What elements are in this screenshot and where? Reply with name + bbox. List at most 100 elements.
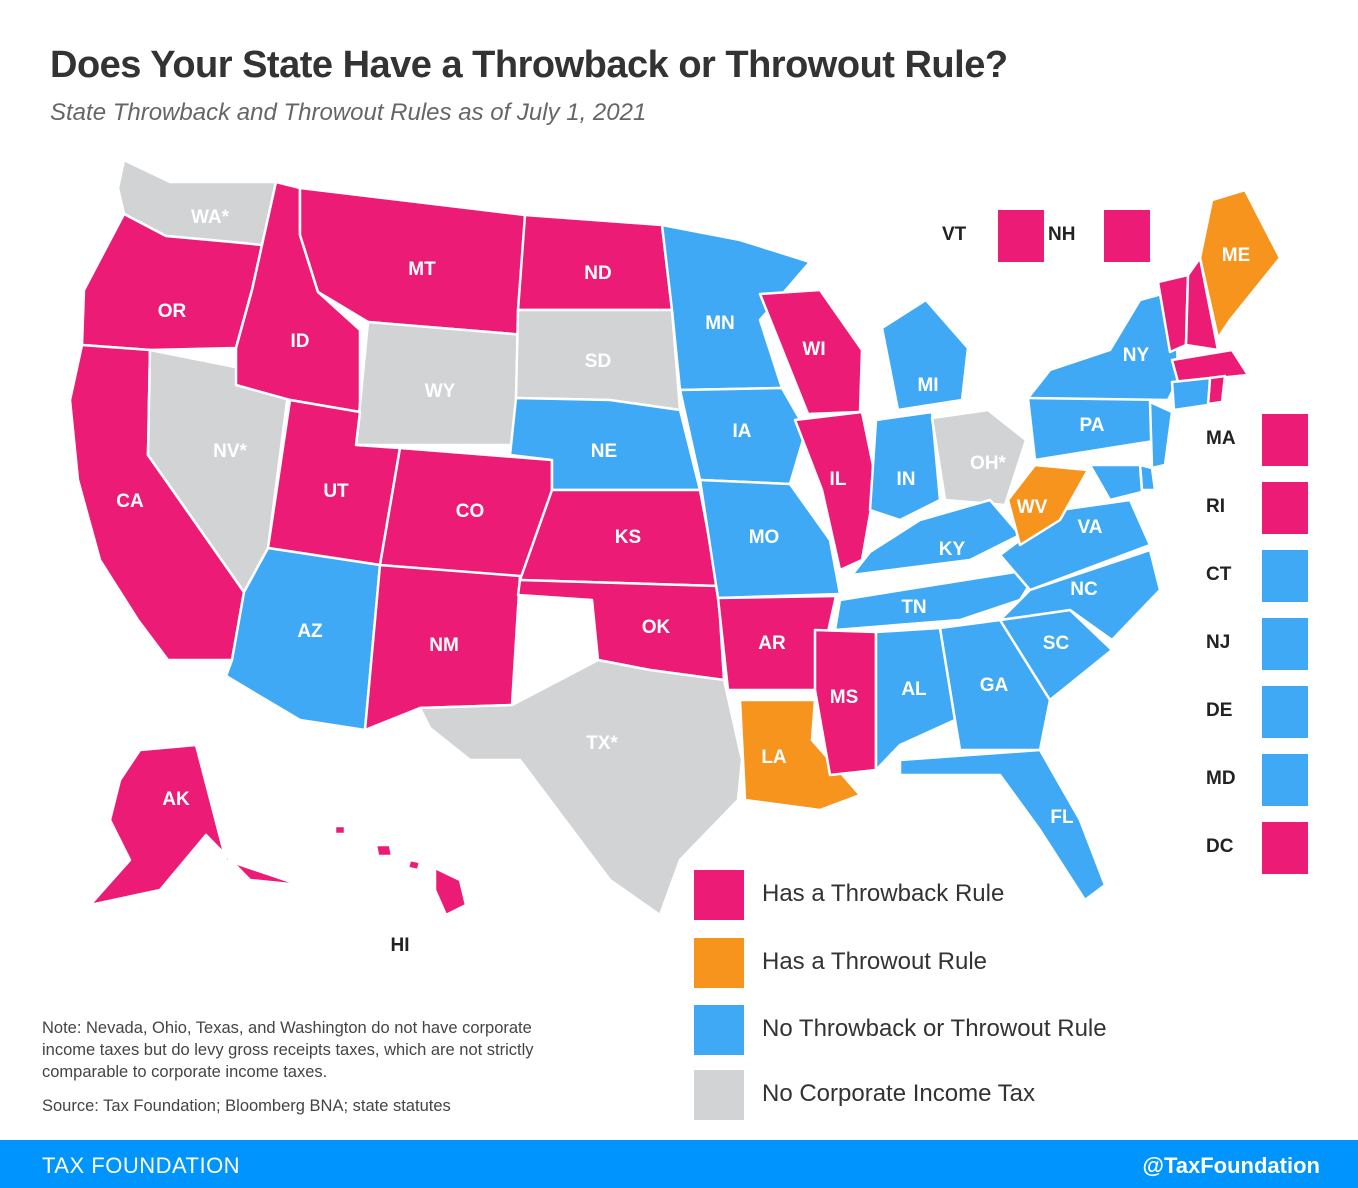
state-label-az: AZ: [297, 621, 323, 642]
callout-swatch-nh: [1104, 210, 1150, 262]
state-la: [738, 698, 862, 812]
state-label-ia: IA: [733, 421, 752, 442]
state-ma: [1170, 348, 1250, 384]
state-me: [1198, 188, 1282, 340]
state-wi: [758, 288, 864, 416]
state-label-tx: TX*: [586, 733, 618, 754]
callout-swatch-vt: [998, 210, 1044, 262]
state-hi: [333, 824, 468, 917]
callout-swatch-ct: [1262, 550, 1308, 602]
state-nh: [1184, 256, 1220, 352]
callout-swatch-ma: [1262, 414, 1308, 466]
state-il: [793, 410, 878, 572]
callout-label-de: DE: [1206, 700, 1233, 721]
state-label-oh: OH*: [970, 453, 1007, 474]
state-label-tn: TN: [901, 597, 926, 618]
legend-label: Has a Throwout Rule: [762, 948, 987, 975]
state-mi: [880, 298, 970, 412]
state-oh: [930, 408, 1028, 507]
state-label-wv: WV: [1017, 497, 1048, 518]
legend-swatch: [694, 1005, 744, 1055]
state-wv: [1006, 463, 1090, 547]
state-mo: [698, 478, 842, 600]
legend-swatch: [694, 1070, 744, 1120]
state-label-ca: CA: [116, 491, 144, 512]
state-in: [868, 410, 942, 522]
state-label-wa: WA*: [191, 207, 230, 228]
callout-label-ma: MA: [1206, 428, 1236, 449]
state-label-ky: KY: [939, 539, 966, 560]
state-label-mt: MT: [408, 259, 436, 280]
state-label-co: CO: [456, 501, 485, 522]
legend-swatch: [694, 938, 744, 988]
state-label-sc: SC: [1043, 633, 1070, 654]
state-label-al: AL: [901, 679, 927, 700]
map-title: Does Your State Have a Throwback or Thro…: [50, 44, 1008, 86]
state-label-ms: MS: [830, 687, 859, 708]
state-label-me: ME: [1222, 245, 1251, 266]
callout-label-nh: NH: [1048, 224, 1076, 245]
state-label-il: IL: [830, 469, 847, 490]
state-nj: [1148, 400, 1174, 470]
footer-brand: TAX FOUNDATION: [42, 1153, 241, 1178]
state-label-wi: WI: [802, 339, 825, 360]
state-tx: [418, 658, 744, 917]
state-label-nc: NC: [1070, 579, 1098, 600]
state-label-nd: ND: [584, 263, 611, 284]
callout-swatch-dc: [1262, 822, 1308, 874]
state-label-ga: GA: [980, 675, 1009, 696]
state-label-nm: NM: [429, 635, 459, 656]
state-label-hi: HI: [391, 935, 410, 956]
state-ny: [1026, 288, 1180, 402]
footer-handle: @TaxFoundation: [1142, 1153, 1320, 1178]
state-tn: [833, 566, 1042, 632]
callout-label-dc: DC: [1206, 836, 1234, 857]
state-label-mo: MO: [749, 527, 780, 548]
state-label-wy: WY: [425, 381, 456, 402]
state-label-la: LA: [761, 747, 787, 768]
state-ms: [813, 628, 878, 777]
legend-label: No Corporate Income Tax: [762, 1080, 1036, 1107]
callout-label-ct: CT: [1206, 564, 1232, 585]
state-label-sd: SD: [585, 351, 611, 372]
callout-label-ri: RI: [1206, 496, 1225, 517]
state-label-or: OR: [158, 301, 187, 322]
legend-label: No Throwback or Throwout Rule: [762, 1015, 1107, 1042]
state-label-mi: MI: [917, 375, 938, 396]
state-label-id: ID: [291, 331, 310, 352]
state-label-ak: AK: [162, 789, 190, 810]
legend-swatch: [694, 870, 744, 920]
map-subtitle: State Throwback and Throwout Rules as of…: [50, 99, 647, 126]
callout-label-nj: NJ: [1206, 632, 1231, 653]
state-ct: [1170, 376, 1212, 412]
state-label-fl: FL: [1050, 807, 1074, 828]
state-ak: [88, 743, 302, 907]
state-label-ny: NY: [1123, 345, 1150, 366]
callout-label-vt: VT: [942, 224, 967, 245]
state-ia: [678, 386, 808, 486]
state-fl: [898, 748, 1107, 902]
callout-swatch-nj: [1262, 618, 1308, 670]
state-al: [874, 626, 957, 772]
callout-swatch-md: [1262, 754, 1308, 806]
state-label-nv: NV*: [213, 441, 247, 462]
state-md: [1088, 463, 1144, 502]
source-line: Source: Tax Foundation; Bloomberg BNA; s…: [42, 1097, 451, 1115]
us-state-map: WA* OR CA NV* ID MT WY UT AZ CO NM ND SD NE KS OK TX* MN I…: [68, 158, 1282, 956]
footer-bar: TAX FOUNDATION @TaxFoundation: [0, 1140, 1358, 1188]
state-label-in: IN: [897, 469, 916, 490]
state-label-mn: MN: [705, 313, 735, 334]
state-label-ne: NE: [591, 441, 617, 462]
state-label-ks: KS: [615, 527, 641, 548]
state-label-ar: AR: [758, 633, 786, 654]
state-label-va: VA: [1078, 517, 1103, 538]
state-label-ok: OK: [642, 617, 671, 638]
callout-label-md: MD: [1206, 768, 1236, 789]
state-mn: [660, 223, 812, 392]
legend-label: Has a Throwback Rule: [762, 880, 1005, 907]
state-nc: [998, 548, 1162, 642]
callout-swatch-de: [1262, 686, 1308, 738]
callout-swatch-ri: [1262, 482, 1308, 534]
state-label-ut: UT: [323, 481, 349, 502]
state-label-pa: PA: [1080, 415, 1105, 436]
